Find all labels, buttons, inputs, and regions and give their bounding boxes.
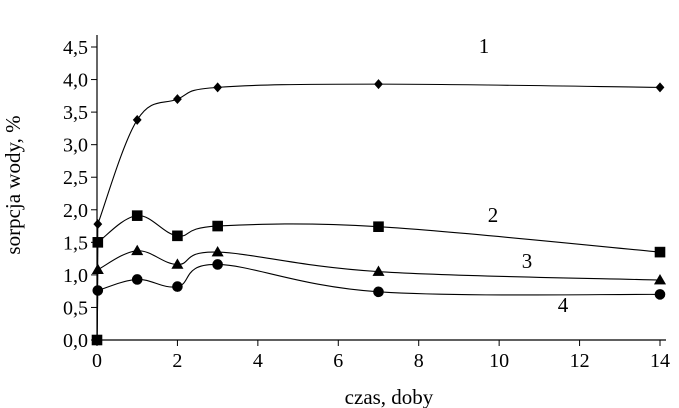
x-tick-label: 4: [253, 350, 263, 372]
y-tick-label: 2,0: [63, 200, 88, 222]
data-point-triangle: [653, 273, 667, 285]
data-point-square: [654, 246, 666, 258]
series-label-3: 3: [522, 249, 533, 273]
data-point-triangle: [171, 258, 184, 269]
data-point-triangle: [211, 246, 224, 257]
data-point-diamond: [173, 94, 182, 105]
x-tick-label: 12: [570, 350, 590, 372]
data-point-circle: [172, 281, 183, 292]
x-tick-label: 2: [172, 350, 182, 372]
series-4-origin-segment: [96, 290, 99, 341]
x-tick-label: 0: [92, 350, 102, 372]
data-point-diamond: [213, 82, 223, 93]
data-point-diamond: [655, 82, 665, 93]
series-label-2: 2: [488, 203, 499, 227]
x-tick-label: 6: [333, 350, 343, 372]
series-label-1: 1: [479, 34, 490, 58]
x-tick-label: 10: [489, 350, 509, 372]
data-point-square: [172, 230, 183, 242]
axes: 0,00,51,01,52,02,53,03,54,04,50 2 4 6 8 10 12 1…: [63, 35, 670, 372]
data-point-diamond: [374, 79, 383, 90]
series-4: [92, 259, 666, 341]
y-tick-label: 1,5: [63, 232, 88, 254]
data-point-circle: [373, 286, 384, 298]
series-labels: 1 23 4: [479, 34, 569, 317]
y-tick-label: 0,5: [63, 297, 88, 319]
series-1-line: [97, 83, 661, 225]
x-axis-title: czas, doby: [345, 385, 434, 408]
y-tick-label: 0,0: [63, 330, 88, 352]
x-tick-label: 14: [650, 350, 670, 372]
data-point-circle: [654, 289, 666, 300]
y-tick-label: 3,0: [63, 135, 88, 157]
data-point-triangle: [372, 265, 385, 276]
data-point-square: [131, 210, 143, 221]
y-tick-label: 1,0: [63, 265, 88, 287]
data-point-diamond: [132, 114, 142, 125]
y-axis-title: sorpcja wody, %: [1, 115, 25, 254]
data-point-square: [92, 237, 104, 248]
series-2: [92, 210, 666, 341]
series-1: [91, 79, 665, 346]
data-point-circle: [131, 274, 143, 285]
y-tick-label: 4,5: [63, 37, 88, 59]
data-point-triangle: [131, 244, 144, 256]
y-tick-label: 2,5: [63, 167, 88, 189]
y-tick-label: 3,5: [63, 102, 88, 124]
series-group: [91, 79, 667, 346]
data-point-diamond: [93, 219, 103, 230]
x-tick-label: 8: [414, 350, 424, 372]
y-tick-label: 4,0: [63, 70, 88, 92]
data-point-square: [373, 221, 384, 233]
series-label-4: 4: [558, 293, 569, 317]
data-point-circle: [212, 259, 223, 270]
data-point-circle: [92, 285, 104, 296]
data-point-triangle: [91, 263, 104, 274]
data-point-square: [212, 220, 223, 232]
